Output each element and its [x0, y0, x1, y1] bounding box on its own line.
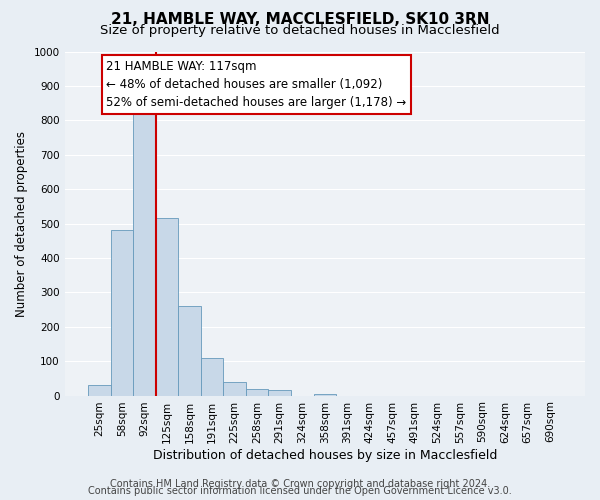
Text: 21 HAMBLE WAY: 117sqm
← 48% of detached houses are smaller (1,092)
52% of semi-d: 21 HAMBLE WAY: 117sqm ← 48% of detached … — [106, 60, 406, 109]
Bar — [268, 390, 291, 396]
Bar — [156, 218, 178, 396]
Bar — [246, 388, 268, 396]
Bar — [201, 358, 223, 396]
Text: Size of property relative to detached houses in Macclesfield: Size of property relative to detached ho… — [100, 24, 500, 37]
Text: Contains public sector information licensed under the Open Government Licence v3: Contains public sector information licen… — [88, 486, 512, 496]
Bar — [178, 306, 201, 396]
Bar — [133, 114, 156, 396]
Text: Contains HM Land Registry data © Crown copyright and database right 2024.: Contains HM Land Registry data © Crown c… — [110, 479, 490, 489]
X-axis label: Distribution of detached houses by size in Macclesfield: Distribution of detached houses by size … — [152, 450, 497, 462]
Bar — [111, 230, 133, 396]
Bar — [314, 394, 336, 396]
Text: 21, HAMBLE WAY, MACCLESFIELD, SK10 3RN: 21, HAMBLE WAY, MACCLESFIELD, SK10 3RN — [111, 12, 489, 28]
Y-axis label: Number of detached properties: Number of detached properties — [15, 130, 28, 316]
Bar — [88, 385, 111, 396]
Bar — [223, 382, 246, 396]
